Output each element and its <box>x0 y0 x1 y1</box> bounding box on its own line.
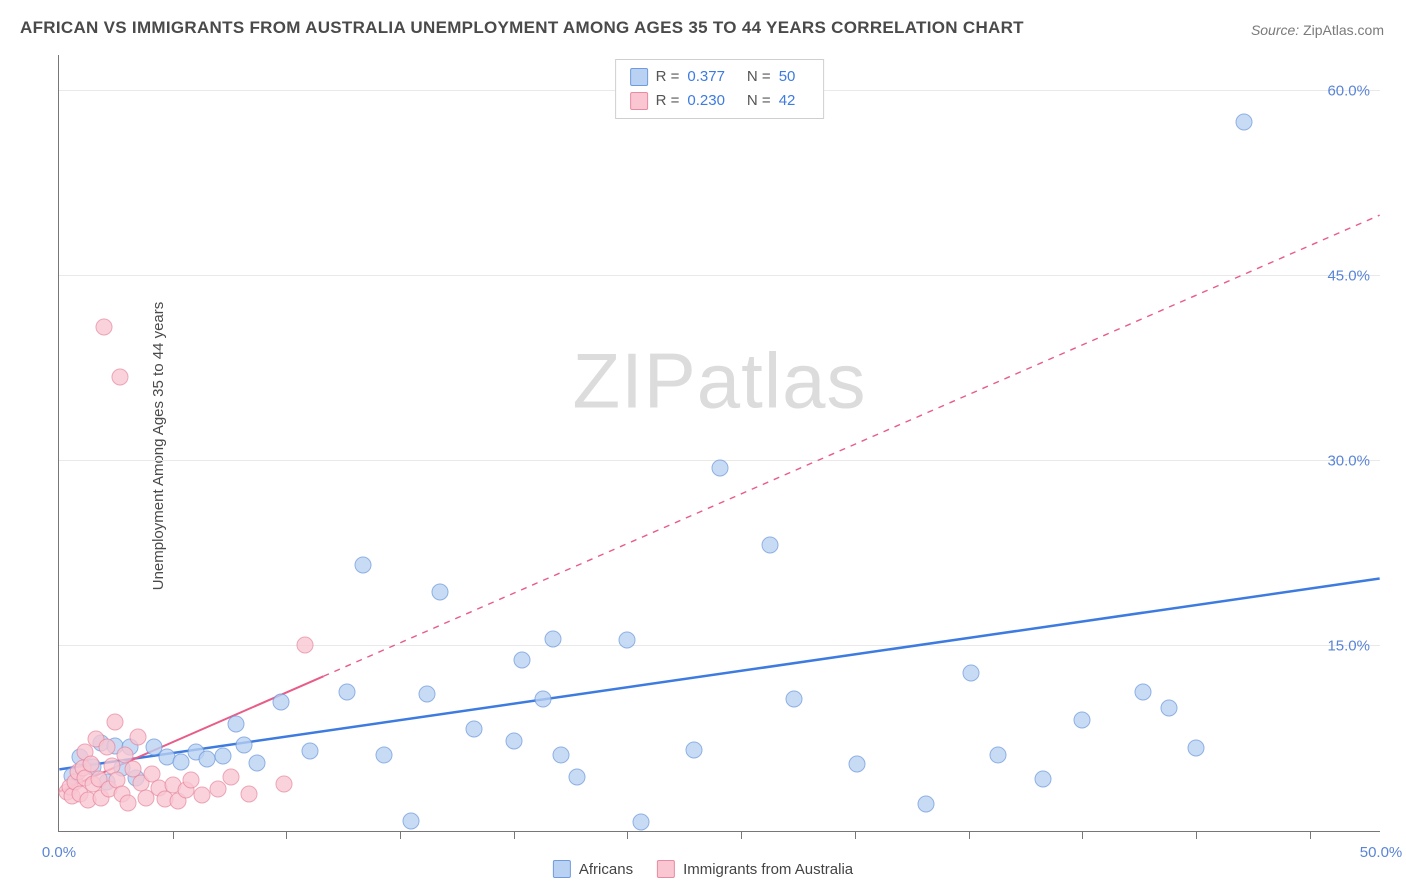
stats-row: R = 0.377 N = 50 <box>630 65 810 89</box>
watermark: ZIPatlas <box>572 335 866 426</box>
data-point <box>172 753 189 770</box>
data-point <box>302 742 319 759</box>
data-point <box>214 747 231 764</box>
legend-item: Africans <box>553 860 633 878</box>
data-point <box>119 794 136 811</box>
y-tick-label: 45.0% <box>1327 268 1370 285</box>
data-point <box>355 556 372 573</box>
data-point <box>1135 683 1152 700</box>
chart-plot-area: ZIPatlas R = 0.377 N = 50 R = 0.230 N = 42 15.0… <box>58 55 1380 832</box>
n-label: N = <box>747 65 771 89</box>
data-point <box>632 814 649 831</box>
data-point <box>222 768 239 785</box>
data-point <box>339 683 356 700</box>
legend-swatch <box>657 860 675 878</box>
data-point <box>199 751 216 768</box>
r-label: R = <box>656 65 680 89</box>
source-value: ZipAtlas.com <box>1303 22 1384 38</box>
legend-label: Africans <box>579 861 633 878</box>
x-tick-mark <box>627 831 628 839</box>
data-point <box>619 631 636 648</box>
data-point <box>273 693 290 710</box>
x-tick-mark <box>286 831 287 839</box>
x-tick-mark <box>1082 831 1083 839</box>
data-point <box>712 460 729 477</box>
data-point <box>989 746 1006 763</box>
gridline-h <box>59 275 1380 276</box>
x-tick-mark <box>514 831 515 839</box>
y-tick-label: 60.0% <box>1327 83 1370 100</box>
r-label: R = <box>656 89 680 113</box>
data-point <box>95 318 112 335</box>
data-point <box>431 583 448 600</box>
legend-swatch <box>553 860 571 878</box>
data-point <box>209 781 226 798</box>
x-tick-mark <box>1196 831 1197 839</box>
legend-label: Immigrants from Australia <box>683 861 853 878</box>
r-value: 0.377 <box>687 65 725 89</box>
data-point <box>296 636 313 653</box>
source-label: Source: <box>1251 22 1299 38</box>
x-tick-mark <box>400 831 401 839</box>
data-point <box>963 665 980 682</box>
x-tick-mark <box>969 831 970 839</box>
data-point <box>553 746 570 763</box>
data-point <box>918 795 935 812</box>
data-point <box>98 739 115 756</box>
x-tick-mark <box>855 831 856 839</box>
data-point <box>1187 740 1204 757</box>
data-point <box>183 772 200 789</box>
data-point <box>545 630 562 647</box>
trend-lines-layer <box>59 55 1380 831</box>
data-point <box>228 715 245 732</box>
data-point <box>106 714 123 731</box>
series-legend: Africans Immigrants from Australia <box>553 860 853 878</box>
data-point <box>685 741 702 758</box>
watermark-thin: atlas <box>697 336 867 424</box>
chart-title: AFRICAN VS IMMIGRANTS FROM AUSTRALIA UNE… <box>20 18 1024 38</box>
stats-row: R = 0.230 N = 42 <box>630 89 810 113</box>
data-point <box>249 755 266 772</box>
data-point <box>513 651 530 668</box>
data-point <box>275 776 292 793</box>
source-attribution: Source: ZipAtlas.com <box>1251 22 1384 38</box>
legend-swatch <box>630 92 648 110</box>
data-point <box>505 732 522 749</box>
n-label: N = <box>747 89 771 113</box>
data-point <box>1235 113 1252 130</box>
data-point <box>236 736 253 753</box>
x-tick-mark <box>1310 831 1311 839</box>
data-point <box>786 691 803 708</box>
data-point <box>534 691 551 708</box>
data-point <box>418 686 435 703</box>
y-tick-label: 15.0% <box>1327 638 1370 655</box>
data-point <box>466 720 483 737</box>
data-point <box>1161 699 1178 716</box>
n-value: 42 <box>779 89 796 113</box>
n-value: 50 <box>779 65 796 89</box>
x-tick-label: 0.0% <box>42 844 76 861</box>
x-tick-label: 50.0% <box>1360 844 1403 861</box>
gridline-h <box>59 645 1380 646</box>
data-point <box>849 756 866 773</box>
data-point <box>402 813 419 830</box>
data-point <box>376 746 393 763</box>
y-tick-label: 30.0% <box>1327 453 1370 470</box>
x-tick-mark <box>741 831 742 839</box>
x-tick-mark <box>173 831 174 839</box>
r-value: 0.230 <box>687 89 725 113</box>
data-point <box>193 787 210 804</box>
watermark-bold: ZIP <box>572 336 696 424</box>
legend-item: Immigrants from Australia <box>657 860 853 878</box>
data-point <box>241 786 258 803</box>
correlation-stats-box: R = 0.377 N = 50 R = 0.230 N = 42 <box>615 59 825 119</box>
data-point <box>130 729 147 746</box>
legend-swatch <box>630 68 648 86</box>
data-point <box>569 768 586 785</box>
data-point <box>111 369 128 386</box>
data-point <box>1074 712 1091 729</box>
data-point <box>762 536 779 553</box>
data-point <box>1034 771 1051 788</box>
